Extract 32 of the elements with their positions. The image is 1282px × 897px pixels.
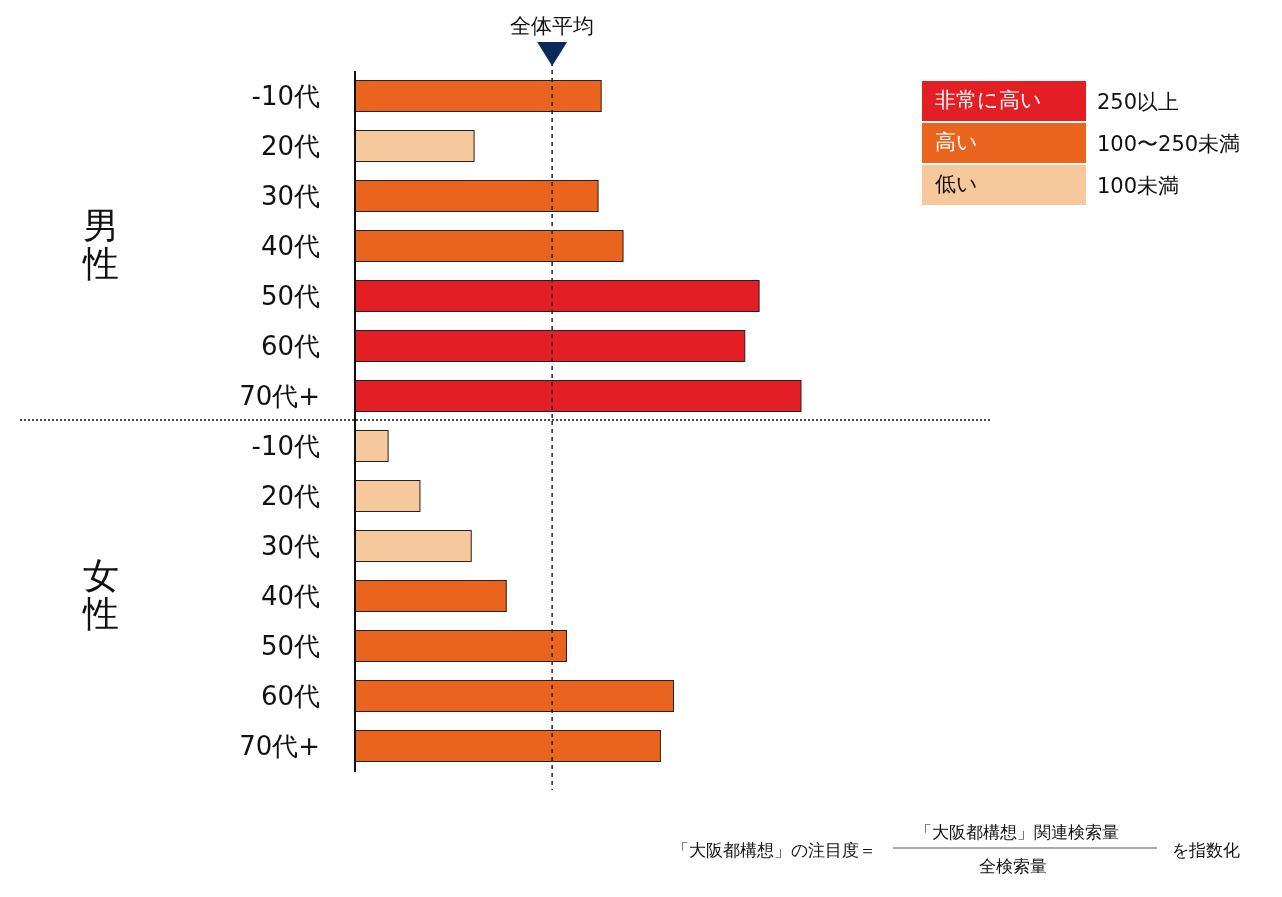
y-tick-label: 70代+: [239, 731, 320, 761]
y-tick-label: -10代: [251, 431, 320, 461]
bar: [354, 430, 389, 462]
text: 非常に高い: [935, 88, 1042, 112]
text: 100〜250未満: [1097, 132, 1241, 156]
y-tick-label: 30代: [260, 181, 320, 211]
y-tick-label: 40代: [260, 231, 320, 261]
text: 高い: [935, 130, 978, 154]
y-tick-label: 70代+: [239, 381, 320, 411]
y-tick-label: 60代: [260, 681, 320, 711]
text: 低い: [935, 172, 978, 196]
text: を指数化: [1172, 840, 1240, 860]
text: 全検索量: [979, 856, 1047, 876]
y-tick-label: 50代: [260, 631, 320, 661]
bar: [354, 580, 507, 612]
ref-line-label: 全体平均: [510, 14, 595, 38]
y-axis-title: 男性: [82, 205, 119, 284]
y-tick-label: 20代: [260, 481, 320, 511]
text: 250以上: [1097, 90, 1180, 114]
bar: [354, 480, 421, 512]
text: 100未満: [1097, 174, 1180, 198]
y-tick-label: 60代: [260, 331, 320, 361]
y-axis-title: 女性: [82, 555, 119, 634]
y-tick-label: 30代: [260, 531, 320, 561]
text: 「大阪都構想」関連検索量: [915, 822, 1119, 842]
y-tick-label: 40代: [260, 581, 320, 611]
y-tick-label: -10代: [251, 81, 320, 111]
bar: [354, 130, 475, 162]
text: 「大阪都構想」の注目度＝: [672, 840, 876, 860]
bar: [354, 530, 472, 562]
y-tick-label: 50代: [260, 281, 320, 311]
y-tick-label: 20代: [260, 131, 320, 161]
